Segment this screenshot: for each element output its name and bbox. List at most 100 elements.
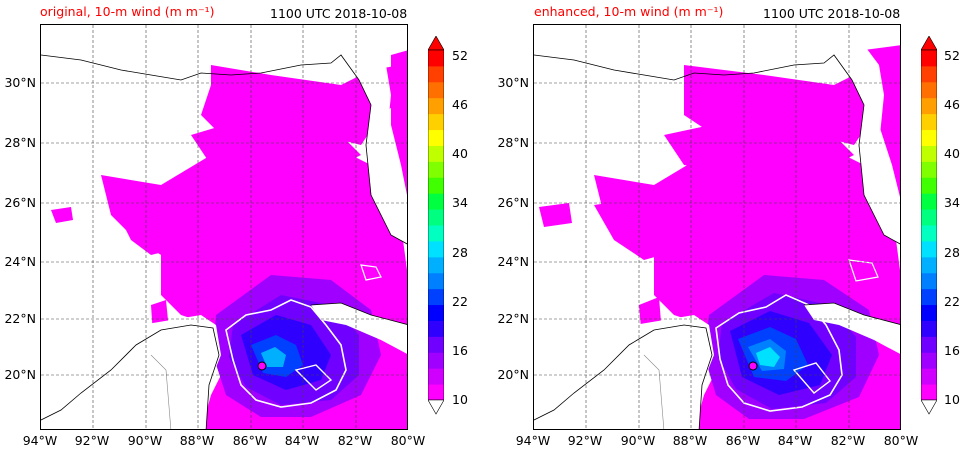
colorbar-segment [921, 256, 937, 274]
colorbar-segment [921, 384, 937, 401]
lon-label: 86°W [725, 433, 761, 448]
lat-label: 24°N [497, 254, 529, 269]
colorbar-segment [921, 50, 937, 67]
colorbar-segment [428, 145, 444, 162]
lat-label: 22°N [497, 311, 529, 326]
panel-timestamp: 1100 UTC 2018-10-08 [270, 6, 408, 21]
colorbar-segment [921, 81, 937, 99]
lat-label: 22°N [4, 311, 36, 326]
colorbar-extend-min [920, 399, 938, 415]
colorbar-segment [428, 161, 444, 178]
colorbar-segment [921, 336, 937, 353]
colorbar-tick: 52 [944, 48, 960, 63]
colorbar-segment [428, 50, 444, 67]
lon-label: 94°W [515, 433, 551, 448]
colorbar-tick: 34 [452, 195, 468, 210]
colorbar-segment [428, 209, 444, 226]
panel-title: original, 10-m wind (m m⁻¹) [40, 4, 215, 19]
lon-label: 82°W [337, 433, 373, 448]
colorbar-segment [428, 113, 444, 131]
panel-timestamp: 1100 UTC 2018-10-08 [763, 6, 901, 21]
lon-label: 92°W [567, 433, 603, 448]
colorbar-segment [921, 225, 937, 242]
wind-field-plot [534, 25, 900, 429]
colorbar-tick: 16 [944, 343, 960, 358]
colorbar-tick: 28 [452, 245, 468, 260]
colorbar-segment [921, 368, 937, 385]
colorbar-segment [428, 288, 444, 306]
lon-label: 80°W [390, 433, 426, 448]
colorbar-tick: 22 [452, 294, 468, 309]
colorbar-segment [921, 352, 937, 369]
lon-label: 90°W [620, 433, 656, 448]
colorbar-segment [921, 161, 937, 178]
colorbar-segment [921, 272, 937, 290]
colorbar-segment [428, 129, 444, 146]
colorbar-segment [921, 177, 937, 194]
colorbar-segment [428, 177, 444, 194]
lat-label: 28°N [4, 135, 36, 150]
colorbar-tick: 46 [944, 97, 960, 112]
colorbar-tick: 10 [452, 392, 468, 407]
lon-label: 88°W [672, 433, 708, 448]
colorbar-segment [428, 320, 444, 337]
colorbar-segment [428, 256, 444, 274]
colorbar-segment [428, 240, 444, 258]
colorbar [427, 35, 445, 420]
colorbar-segment [921, 113, 937, 131]
colorbar-segment [428, 225, 444, 242]
lon-label: 80°W [883, 433, 919, 448]
lon-label: 82°W [830, 433, 866, 448]
colorbar-segment [921, 288, 937, 306]
colorbar-segment [428, 65, 444, 83]
lat-label: 20°N [4, 367, 36, 382]
colorbar-scale [427, 35, 445, 415]
colorbar-segment [428, 272, 444, 290]
colorbar-tick: 40 [944, 146, 960, 161]
colorbar-segment [428, 368, 444, 385]
colorbar-segment [428, 336, 444, 353]
colorbar-segment [921, 304, 937, 321]
colorbar-segment [428, 384, 444, 401]
colorbar-segment [921, 129, 937, 146]
lon-label: 94°W [22, 433, 58, 448]
colorbar-segment [921, 97, 937, 115]
lat-label: 20°N [497, 367, 529, 382]
colorbar-segment [921, 193, 937, 210]
colorbar-tick: 22 [944, 294, 960, 309]
colorbar-segment [921, 209, 937, 226]
colorbar-segment [428, 97, 444, 115]
panel-title: enhanced, 10-m wind (m m⁻¹) [534, 4, 724, 19]
colorbar [920, 35, 938, 420]
colorbar-tick: 28 [944, 245, 960, 260]
lat-label: 24°N [4, 254, 36, 269]
colorbar-segment [428, 81, 444, 99]
colorbar-scale [920, 35, 938, 415]
colorbar-segment [428, 352, 444, 369]
lat-label: 26°N [4, 195, 36, 210]
colorbar-tick: 52 [452, 48, 468, 63]
lon-label: 86°W [232, 433, 268, 448]
colorbar-extend-max [920, 35, 938, 51]
lon-label: 90°W [127, 433, 163, 448]
colorbar-segment [921, 145, 937, 162]
lat-label: 28°N [497, 135, 529, 150]
lat-label: 26°N [497, 195, 529, 210]
colorbar-tick: 10 [944, 392, 960, 407]
colorbar-extend-min [427, 399, 445, 415]
colorbar-segment [428, 304, 444, 321]
colorbar-tick: 46 [452, 97, 468, 112]
lon-label: 88°W [179, 433, 215, 448]
lon-label: 84°W [777, 433, 813, 448]
lat-label: 30°N [4, 75, 36, 90]
wind-map-enhanced [533, 24, 901, 430]
lat-label: 30°N [497, 75, 529, 90]
lon-label: 92°W [74, 433, 110, 448]
colorbar-segment [921, 240, 937, 258]
colorbar-tick: 16 [452, 343, 468, 358]
colorbar-tick: 34 [944, 195, 960, 210]
colorbar-extend-max [427, 35, 445, 51]
colorbar-segment [921, 320, 937, 337]
colorbar-tick: 40 [452, 146, 468, 161]
colorbar-segment [921, 65, 937, 83]
